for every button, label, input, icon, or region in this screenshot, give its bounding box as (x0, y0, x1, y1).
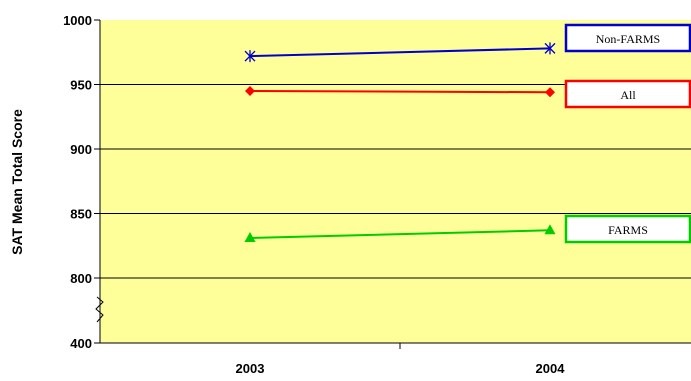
y-tick-label: 850 (70, 207, 92, 222)
x-tick-label: 2003 (236, 361, 265, 376)
legend-box (564, 214, 691, 244)
triangle-marker (544, 224, 556, 235)
axis-break-icon (95, 296, 104, 323)
diamond-marker (245, 85, 255, 96)
series-all (245, 85, 555, 98)
x-tick-label: 2004 (536, 361, 566, 376)
series-line (249, 229, 551, 240)
legend-box (564, 23, 691, 53)
legend-label: All (620, 88, 636, 102)
series-group (244, 42, 556, 243)
x-tick-labels: 2003 2004 (236, 361, 566, 376)
y-tick-label: 800 (70, 271, 92, 286)
series-line (249, 89, 551, 94)
plot-area (100, 20, 691, 343)
y-tick-label: 1000 (63, 13, 92, 28)
y-tick-labels: 1000 950 900 850 800 400 (63, 13, 92, 351)
series-non-farms (244, 42, 556, 63)
axis-break-zigzag (95, 296, 104, 323)
axes (94, 19, 691, 349)
y-tick-label: 900 (70, 142, 92, 157)
legend-label: FARMS (608, 223, 648, 237)
triangle-marker (244, 232, 256, 243)
asterisk-marker (544, 42, 556, 55)
y-axis-title: SAT Mean Total Score (9, 109, 25, 255)
legend-box (564, 79, 691, 109)
y-tick-label: 950 (70, 78, 92, 93)
legend-item-non-farms: Non-FARMS (564, 23, 691, 53)
series-line (249, 47, 551, 58)
legend-label: Non-FARMS (596, 32, 660, 46)
legend-item-farms: FARMS (564, 214, 691, 244)
diamond-marker (545, 87, 555, 98)
legend: Non-FARMS All FARMS (564, 23, 691, 244)
series-farms (244, 224, 556, 243)
legend-item-all: All (564, 79, 691, 109)
asterisk-marker (244, 50, 256, 63)
y-tick-label: 400 (70, 336, 92, 351)
